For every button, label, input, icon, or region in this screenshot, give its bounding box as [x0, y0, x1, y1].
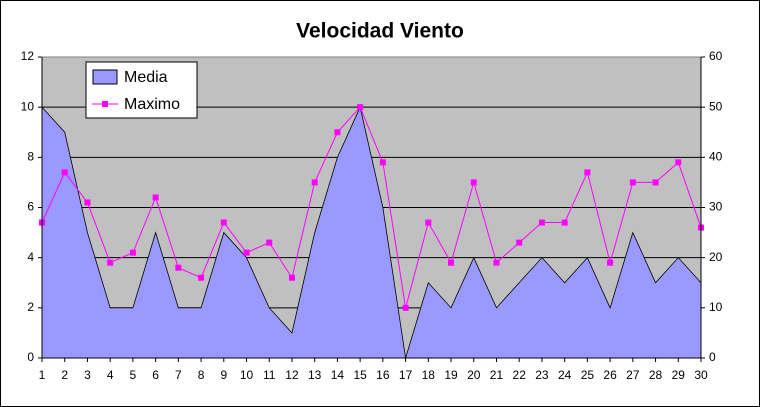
- y2-tick-label: 0: [709, 350, 716, 364]
- line: [41, 106, 702, 308]
- x-tick-label: 10: [240, 368, 254, 382]
- y-tick-label: 2: [27, 300, 34, 314]
- marker: [402, 304, 409, 311]
- x-tick-label: 8: [198, 368, 205, 382]
- x-tick-label: 28: [649, 368, 663, 382]
- marker: [584, 169, 591, 176]
- x-tick-label: 6: [152, 368, 159, 382]
- x-tick-label: 1: [39, 368, 46, 382]
- x-tick-label: 29: [672, 368, 686, 382]
- y-tick-label: 4: [27, 250, 34, 264]
- y2-tick-label: 40: [709, 150, 723, 164]
- y-tick-label: 8: [27, 150, 34, 164]
- marker: [357, 104, 364, 111]
- marker: [470, 179, 477, 186]
- marker: [629, 179, 636, 186]
- y-tick-label: 12: [21, 49, 35, 63]
- marker: [379, 159, 386, 166]
- marker: [175, 264, 182, 271]
- y-tick-label: 6: [27, 200, 34, 214]
- marker: [152, 194, 159, 201]
- marker: [288, 274, 295, 281]
- marker: [311, 179, 318, 186]
- marker: [129, 249, 136, 256]
- y2-tick-label: 30: [709, 200, 723, 214]
- x-tick-label: 20: [467, 368, 481, 382]
- marker: [561, 219, 568, 226]
- x-tick-label: 4: [107, 368, 114, 382]
- x-tick-label: 19: [444, 368, 458, 382]
- x-tick-label: 23: [535, 368, 549, 382]
- x-tick-label: 27: [626, 368, 640, 382]
- y2-tick-label: 20: [709, 250, 723, 264]
- marker: [334, 129, 341, 136]
- x-tick-label: 16: [376, 368, 390, 382]
- marker: [198, 274, 205, 281]
- x-tick-label: 18: [422, 368, 436, 382]
- chart-title: Velocidad Viento: [296, 20, 464, 43]
- y-tick-label: 10: [21, 99, 35, 113]
- marker: [448, 259, 455, 266]
- marker: [493, 259, 500, 266]
- legend-swatch: [92, 69, 118, 85]
- legend-label: Media: [124, 69, 168, 86]
- marker: [425, 219, 432, 226]
- y-tick-label: 0: [27, 350, 34, 364]
- marker: [266, 239, 273, 246]
- x-tick-label: 21: [490, 368, 504, 382]
- marker: [107, 259, 114, 266]
- marker: [607, 259, 614, 266]
- x-tick-label: 25: [581, 368, 595, 382]
- legend-label: Maximo: [124, 96, 180, 113]
- x-tick-label: 9: [220, 368, 227, 382]
- marker: [652, 179, 659, 186]
- x-tick-label: 17: [399, 368, 413, 382]
- marker: [61, 169, 68, 176]
- y2-tick-label: 60: [709, 49, 723, 63]
- x-tick-label: 24: [558, 368, 572, 382]
- x-tick-label: 14: [331, 368, 345, 382]
- marker: [84, 199, 91, 206]
- x-tick-label: 7: [175, 368, 182, 382]
- marker: [675, 159, 682, 166]
- marker: [516, 239, 523, 246]
- area: [41, 105, 702, 359]
- x-tick-label: 26: [603, 368, 617, 382]
- x-tick-label: 12: [285, 368, 299, 382]
- x-tick-label: 2: [61, 368, 68, 382]
- x-tick-label: 5: [130, 368, 137, 382]
- x-tick-label: 13: [308, 368, 322, 382]
- x-tick-label: 3: [84, 368, 91, 382]
- y2-tick-label: 50: [709, 99, 723, 113]
- marker: [243, 249, 250, 256]
- x-tick-label: 30: [694, 368, 708, 382]
- x-tick-label: 15: [353, 368, 367, 382]
- marker: [538, 219, 545, 226]
- x-tick-label: 22: [513, 368, 527, 382]
- y2-tick-label: 10: [709, 300, 723, 314]
- marker: [220, 219, 227, 226]
- legend-marker: [102, 101, 108, 107]
- x-tick-label: 11: [263, 368, 276, 382]
